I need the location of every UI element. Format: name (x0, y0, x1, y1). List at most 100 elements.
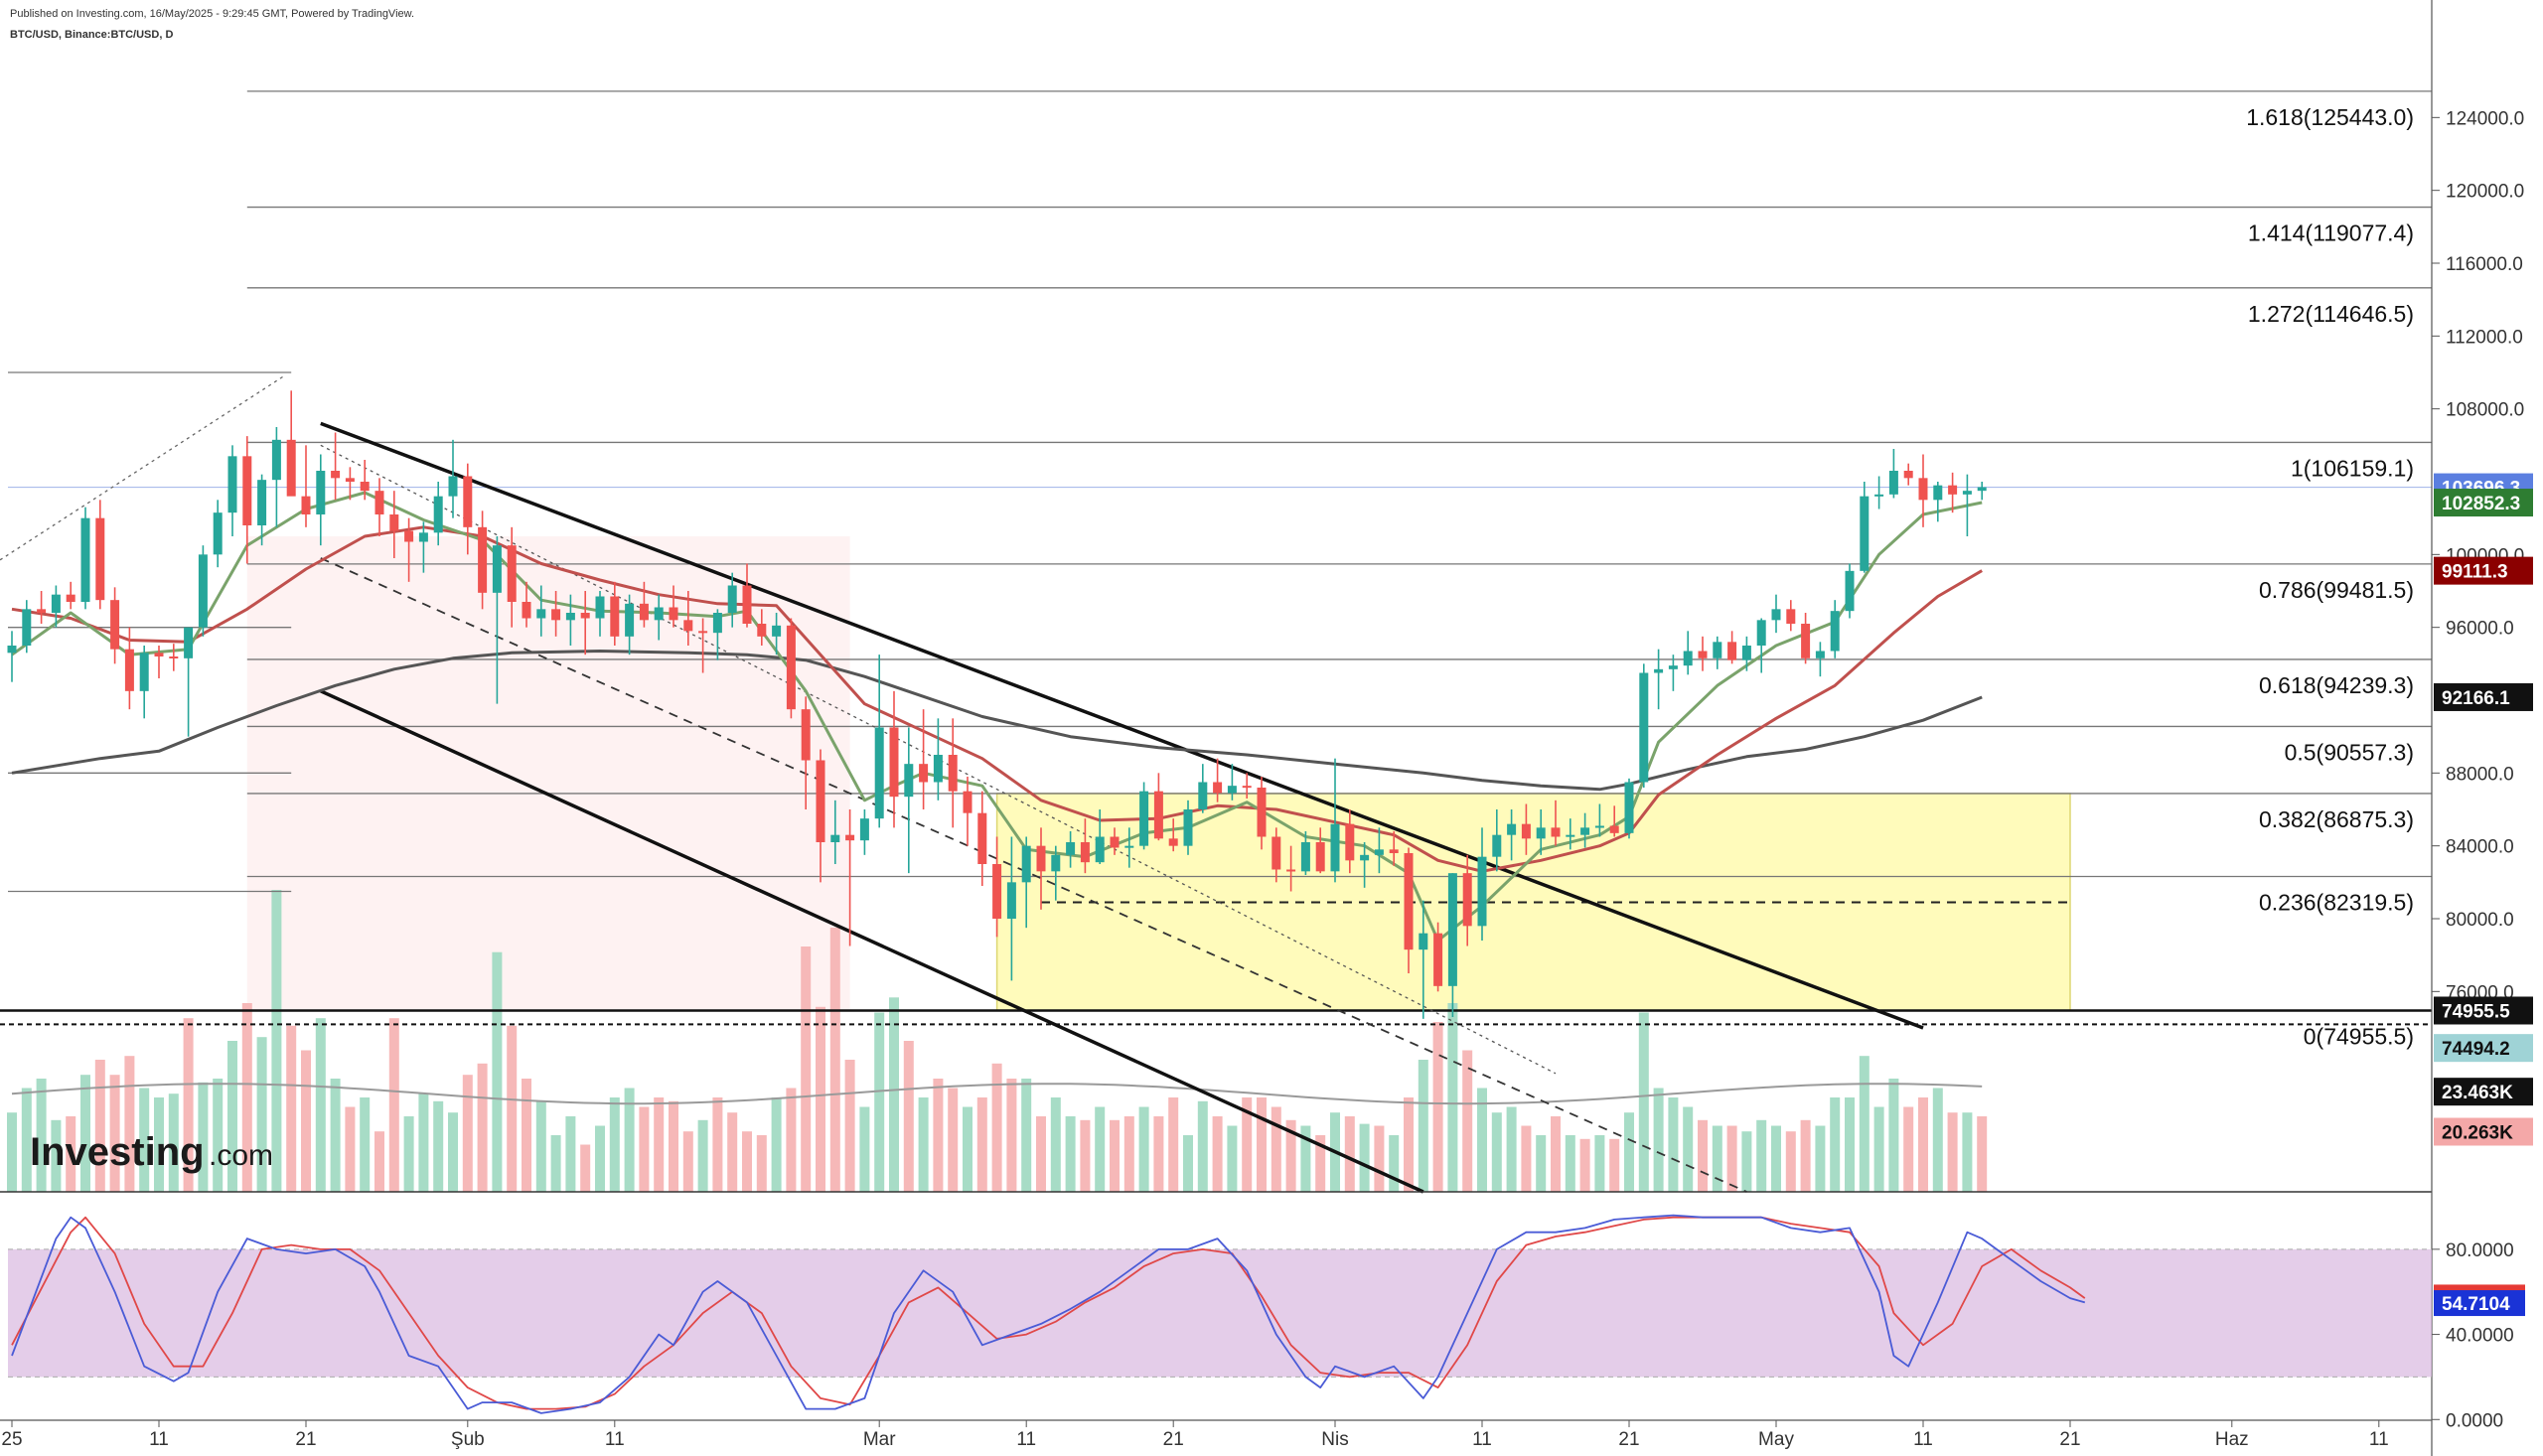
candle-body (478, 526, 488, 593)
volume-bar (859, 1106, 870, 1192)
candle-body (374, 491, 384, 514)
candle-body (1918, 478, 1928, 501)
candle (1272, 827, 1281, 883)
candles-layer (7, 390, 1987, 1019)
volume-bar (1432, 1022, 1443, 1192)
candle (1036, 827, 1046, 910)
candle-body (22, 609, 32, 646)
candle (522, 581, 531, 628)
candle (845, 809, 855, 946)
candle (830, 800, 840, 864)
price-tag-bg (2434, 682, 2533, 711)
volume-bar (1300, 1125, 1311, 1192)
volume-bar (550, 1135, 561, 1192)
volume-bar (1138, 1106, 1149, 1192)
candle (742, 563, 752, 628)
volume-bar (1932, 1088, 1943, 1192)
candle (213, 500, 223, 568)
volume-bar (595, 1125, 605, 1192)
volume-bar (742, 1131, 752, 1192)
stoch-tick-label: 0.0000 (2446, 1410, 2503, 1431)
candle-body (1021, 845, 1031, 883)
candle (786, 618, 796, 719)
price-tick-label: 84000.0 (2446, 837, 2514, 858)
candle (1639, 663, 1649, 788)
candle (1374, 827, 1384, 874)
volume-bar (286, 1025, 297, 1192)
candle (1609, 805, 1619, 837)
volume-bar (1741, 1131, 1752, 1192)
candle (154, 646, 164, 678)
volume-bar (829, 928, 840, 1192)
candle-body (1286, 869, 1296, 872)
candle-body (1786, 609, 1796, 624)
price-tag-label: 102852.3 (2442, 494, 2520, 514)
candle (1888, 449, 1898, 499)
volume-bar (7, 1112, 17, 1192)
candle (1139, 782, 1149, 850)
candle (37, 591, 47, 624)
candle (1580, 812, 1590, 848)
volume-bar (94, 1060, 105, 1192)
candle (1918, 454, 1928, 527)
candle (374, 478, 384, 536)
candle (1300, 831, 1310, 875)
candle (1168, 818, 1178, 852)
candle-body (331, 471, 341, 479)
volume-bar (315, 1018, 326, 1192)
volume-bar (1683, 1106, 1694, 1192)
price-tag-label: 99111.3 (2442, 562, 2508, 583)
candle (124, 627, 134, 710)
candle-body (1404, 853, 1414, 950)
candle-body (389, 514, 399, 531)
candle (184, 627, 194, 737)
candle-body (7, 646, 17, 654)
candle-body (1153, 791, 1163, 839)
candle-body (1036, 845, 1046, 872)
candle-body (169, 656, 179, 658)
candle (1654, 649, 1664, 710)
volume-bar (1212, 1116, 1223, 1192)
candle-body (507, 545, 517, 602)
volume-bar (1110, 1119, 1120, 1192)
candle-body (227, 456, 237, 513)
candle (1257, 777, 1267, 850)
volume-bar (903, 1041, 914, 1192)
volume-bar (1006, 1079, 1017, 1192)
volume-bar (918, 1097, 929, 1192)
volume-bar (1551, 1116, 1561, 1192)
volume-bar (1624, 1112, 1634, 1192)
price-tag-label: 74494.2 (2442, 1039, 2510, 1060)
candle-body (595, 596, 605, 619)
candle (492, 536, 502, 704)
candle (257, 474, 267, 546)
volume-bar (1491, 1112, 1502, 1192)
volume-bar (1242, 1097, 1253, 1192)
volume-bar (1594, 1135, 1605, 1192)
candle-body (110, 600, 120, 650)
candle-body (786, 625, 796, 710)
price-tag-bg (2434, 1034, 2533, 1063)
volume-bar (1565, 1135, 1575, 1192)
candle (698, 618, 708, 673)
price-tick-label: 88000.0 (2446, 764, 2514, 785)
candle-body (757, 624, 767, 637)
candle (580, 591, 590, 655)
candle-body (448, 476, 458, 497)
volume-bar (1800, 1119, 1811, 1192)
candle (1668, 655, 1678, 691)
candle-body (1888, 471, 1898, 495)
price-tag-bg (2434, 1117, 2533, 1146)
candle-body (859, 818, 869, 841)
volume-bar (1536, 1135, 1547, 1192)
candle (1977, 482, 1987, 501)
candle-body (1360, 854, 1370, 861)
volume-bar (36, 1079, 47, 1192)
candle (1874, 476, 1884, 510)
candle-body (1419, 933, 1428, 950)
volume-bar (51, 1119, 62, 1192)
candle-body (816, 760, 825, 842)
price-tag-label: 20.263K (2442, 1123, 2513, 1144)
candle (889, 690, 899, 828)
